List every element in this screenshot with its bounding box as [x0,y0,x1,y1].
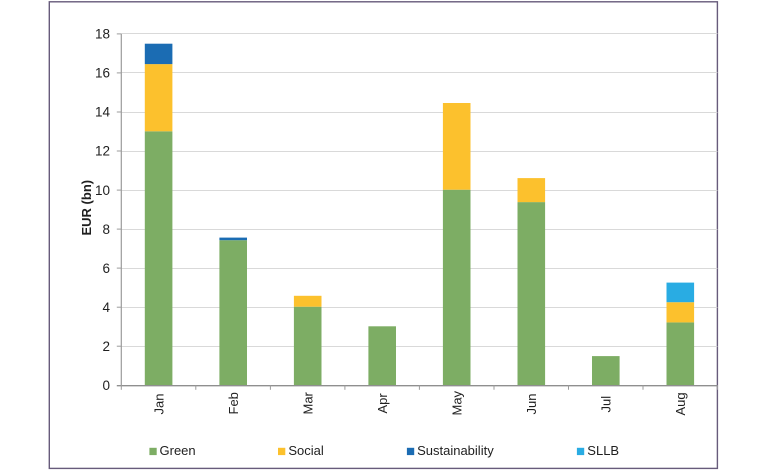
svg-text:6: 6 [102,261,110,276]
svg-text:10: 10 [95,183,110,198]
svg-text:EUR (bn): EUR (bn) [79,180,94,236]
svg-text:4: 4 [102,300,110,315]
svg-text:Apr: Apr [375,393,390,414]
svg-text:Jan: Jan [151,394,166,415]
svg-text:Sustainability: Sustainability [417,443,494,458]
svg-text:Jun: Jun [524,394,539,415]
svg-text:0: 0 [102,378,110,393]
svg-text:16: 16 [95,66,110,81]
svg-text:Feb: Feb [226,392,241,414]
svg-text:May: May [450,390,465,415]
svg-text:Aug: Aug [673,392,688,415]
svg-text:2: 2 [102,339,110,354]
svg-text:12: 12 [95,144,110,159]
svg-text:Green: Green [160,443,196,458]
svg-text:Social: Social [288,443,324,458]
svg-text:Jul: Jul [599,396,614,413]
svg-text:14: 14 [95,105,111,120]
svg-text:SLLB: SLLB [587,443,619,458]
svg-text:Mar: Mar [300,391,315,414]
svg-text:8: 8 [102,222,110,237]
svg-text:18: 18 [95,27,110,42]
